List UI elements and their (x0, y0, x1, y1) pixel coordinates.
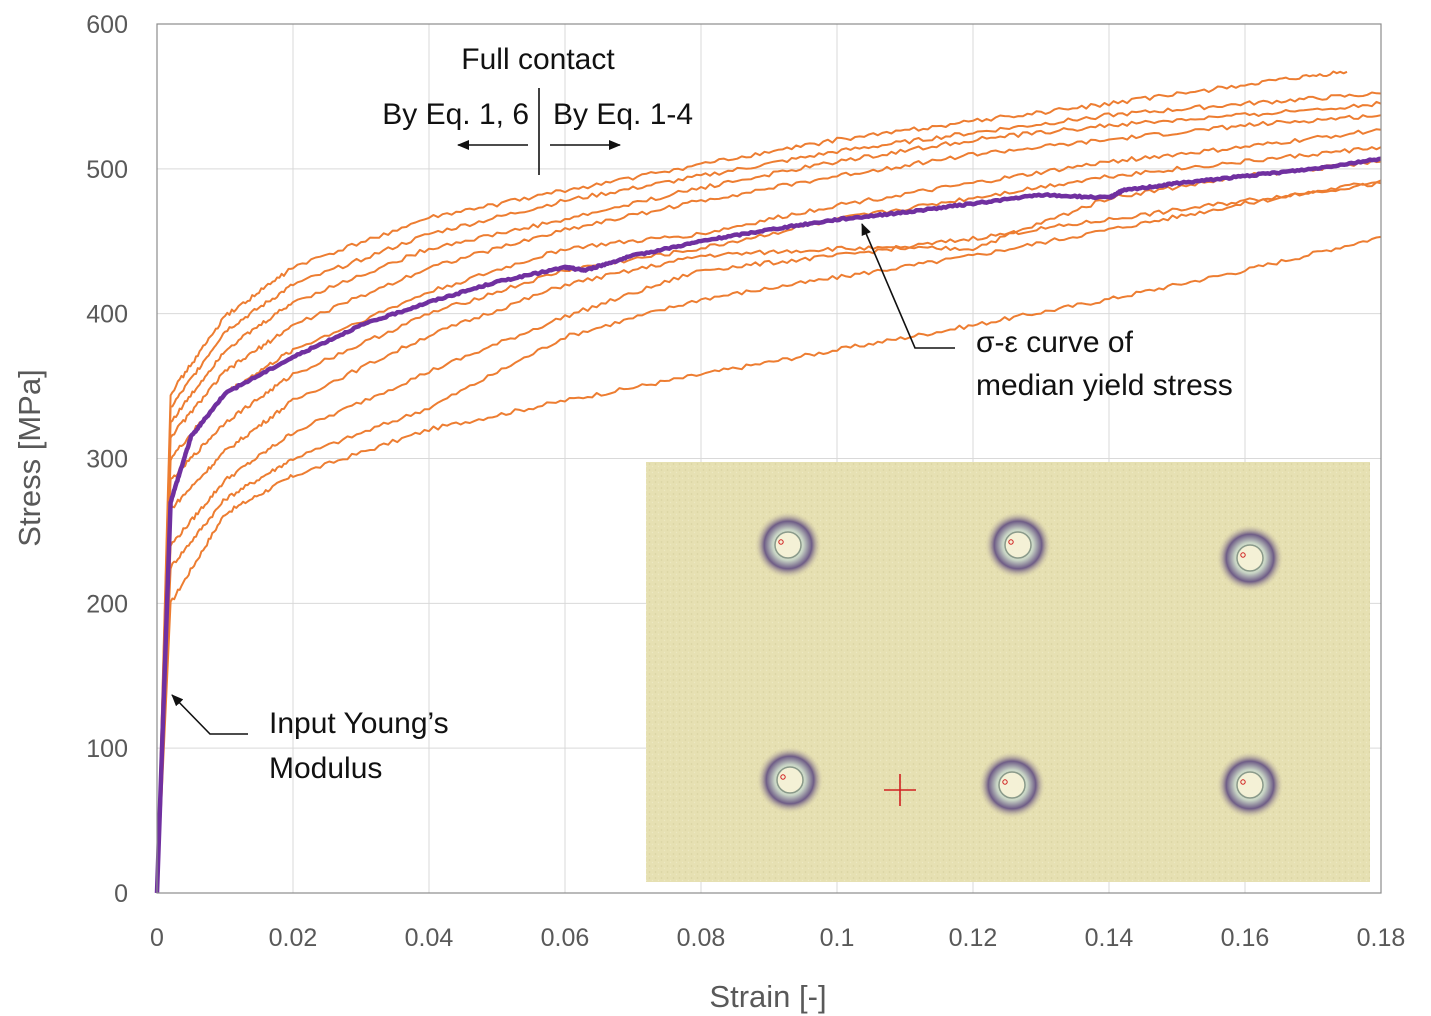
grid-lines (157, 23, 1382, 893)
x-tick-label: 0.02 (269, 924, 318, 952)
series-layer (154, 70, 1382, 894)
x-tick-label: 0.18 (1357, 924, 1406, 952)
indentation-center (1004, 531, 1032, 559)
individual-series-line (156, 114, 1382, 894)
youngs-annotation: Input Young’s Modulus (171, 694, 449, 785)
marker-dot (1002, 779, 1008, 785)
x-tick-label: 0 (150, 924, 164, 952)
marker-dot (1240, 779, 1246, 785)
marker-dot (1008, 539, 1014, 545)
indentation-center (776, 766, 804, 794)
marker-dot (778, 539, 784, 545)
x-tick-label: 0.12 (949, 924, 998, 952)
individual-series-line (156, 128, 1382, 894)
right-method-label: By Eq. 1-4 (553, 98, 693, 131)
youngs-leader-line (171, 694, 248, 735)
marker-dot (780, 774, 786, 780)
y-tick-label: 500 (86, 156, 128, 184)
individual-series-line (156, 179, 1382, 894)
y-tick-label: 100 (86, 735, 128, 763)
y-tick-label: 600 (86, 11, 128, 39)
x-tick-label: 0.14 (1085, 924, 1134, 952)
y-axis-label: Stress [MPa] (12, 369, 47, 546)
median-label-line1: σ-ε curve of (976, 326, 1134, 359)
indentation-center (774, 531, 802, 559)
y-tick-label: 400 (86, 301, 128, 329)
individual-series-line (156, 70, 1348, 894)
x-tick-label: 0.08 (677, 924, 726, 952)
youngs-label-line2: Modulus (269, 752, 382, 785)
median-leader-line (861, 223, 955, 349)
median-label-line2: median yield stress (976, 369, 1233, 402)
individual-series-line (156, 91, 1382, 894)
individual-series-line (156, 159, 1382, 894)
median-annotation: σ-ε curve of median yield stress (861, 223, 1233, 402)
y-tick-label: 200 (86, 590, 128, 618)
x-tick-label: 0.16 (1221, 924, 1270, 952)
x-tick-label: 0.04 (405, 924, 454, 952)
youngs-label-line1: Input Young’s (269, 707, 449, 740)
y-tick-label: 300 (86, 446, 128, 474)
x-axis-label: Strain [-] (709, 979, 826, 1014)
individual-series-line (156, 235, 1382, 894)
x-tick-label: 0.06 (541, 924, 590, 952)
y-tick-labels: 0 100 200 300 400 500 600 (86, 11, 128, 908)
micrograph-inset (646, 462, 1370, 882)
individual-series-line (156, 100, 1382, 894)
full-contact-label: Full contact (461, 43, 615, 76)
plot-frame (156, 23, 1382, 894)
indentation-center (1236, 771, 1264, 799)
individual-series-line (156, 181, 1382, 894)
full-contact-annotation: Full contact By Eq. 1, 6 By Eq. 1-4 (382, 43, 693, 175)
y-tick-label: 0 (114, 880, 128, 908)
axes (156, 23, 1382, 894)
individual-series-line (156, 146, 1382, 894)
left-method-label: By Eq. 1, 6 (382, 98, 529, 131)
median-series-line (154, 156, 1382, 894)
indentation-center (998, 771, 1026, 799)
x-tick-labels: 0 0.02 0.04 0.06 0.08 0.1 0.12 0.14 0.16 0.18 (150, 924, 1405, 952)
x-tick-label: 0.1 (820, 924, 855, 952)
marker-dot (1240, 552, 1246, 558)
crosshair-icon (884, 774, 916, 806)
indentation-center (1236, 544, 1264, 572)
